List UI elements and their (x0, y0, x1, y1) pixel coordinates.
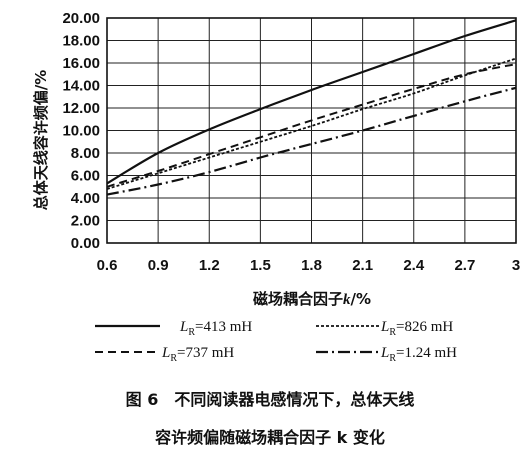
legend-variable: L (179, 319, 188, 335)
y-tick-label: 10.00 (62, 123, 100, 140)
legend-label-3: LR=737 mH (161, 345, 234, 364)
x-tick-label: 1.5 (250, 257, 271, 274)
y-tick-label: 16.00 (62, 55, 100, 72)
x-axis-ticks: 0.6 0.9 1.2 1.5 1.8 2.1 2.4 2.7 3 (97, 257, 521, 274)
figure-caption-line-2: 容许频偏随磁场耦合因子 k 变化 (154, 428, 385, 447)
x-tick-label: 2.7 (454, 257, 475, 274)
legend-value: =737 mH (177, 345, 234, 361)
x-tick-label: 0.6 (97, 257, 118, 274)
series-line-1 (106, 19, 517, 185)
legend-label-1: LR=413 mH (179, 319, 252, 338)
y-tick-label: 20.00 (62, 10, 100, 27)
plot-frame (106, 17, 517, 244)
x-tick-label: 1.8 (301, 257, 322, 274)
y-tick-label: 0.00 (71, 235, 100, 252)
series-line-3 (106, 63, 517, 188)
x-axis-label-unit: /% (351, 290, 372, 308)
x-axis-label-variable: k (343, 292, 351, 308)
y-axis-label: 总体天线容许频偏/% (32, 70, 50, 211)
y-tick-label: 14.00 (62, 78, 100, 95)
x-axis-label: 磁场耦合因子k/% (253, 290, 371, 308)
y-tick-label: 8.00 (71, 145, 100, 162)
series-line-4 (106, 86, 517, 196)
legend-variable: L (161, 345, 170, 361)
y-tick-label: 18.00 (62, 33, 100, 50)
legend-variable: L (380, 319, 389, 335)
y-axis-ticks: 0.00 2.00 4.00 6.00 8.00 10.00 12.00 14.00 16.00… (62, 10, 100, 252)
figure-caption-line-1: 图 6 不同阅读器电感情况下，总体天线 (126, 390, 415, 409)
legend-label-4: LR=1.24 mH (380, 345, 457, 364)
x-tick-label: 1.2 (199, 257, 220, 274)
series-layer (106, 19, 517, 196)
y-tick-label: 12.00 (62, 100, 100, 117)
y-tick-label: 6.00 (71, 168, 100, 185)
legend-value: =413 mH (195, 319, 252, 335)
x-tick-label: 3 (512, 257, 520, 274)
x-tick-label: 2.4 (403, 257, 425, 274)
x-tick-label: 0.9 (148, 257, 169, 274)
legend-subscript: R (188, 327, 195, 338)
legend-subscript: R (170, 353, 177, 364)
legend-value: =1.24 mH (396, 345, 457, 361)
legend-subscript: R (389, 327, 396, 338)
legend-subscript: R (389, 353, 396, 364)
legend-variable: L (380, 345, 389, 361)
x-tick-label: 2.1 (352, 257, 373, 274)
y-tick-label: 4.00 (71, 190, 100, 207)
y-tick-label: 2.00 (71, 213, 100, 230)
x-axis-label-text: 磁场耦合因子 (253, 290, 343, 308)
legend-value: =826 mH (396, 319, 453, 335)
grid (106, 17, 517, 244)
legend-label-2: LR=826 mH (380, 319, 453, 338)
